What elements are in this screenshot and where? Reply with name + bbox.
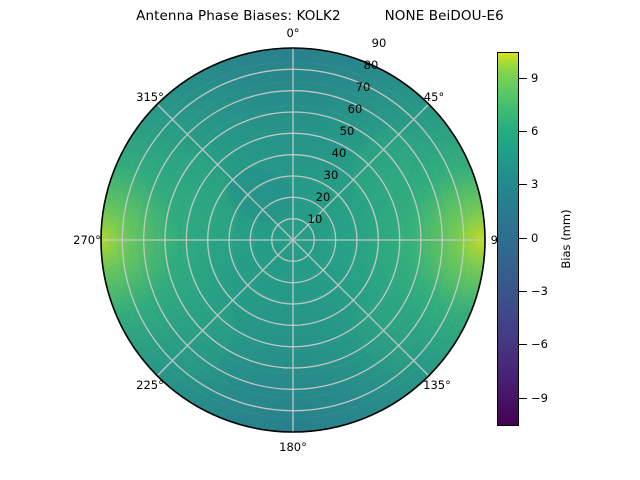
colorbar-tick-3 [519, 184, 527, 186]
radial-tick-10: 10 [307, 212, 323, 226]
colorbar-label-neg3: −3 [531, 284, 548, 298]
azimuth-tick-315: 315° [136, 90, 164, 104]
polar-outer-spine [100, 47, 486, 433]
azimuth-tick-135: 135° [423, 378, 451, 392]
radial-tick-80: 80 [363, 58, 379, 72]
colorbar-label-9: 9 [531, 70, 539, 85]
colorbar-tick-6 [519, 130, 527, 132]
radial-tick-40: 40 [331, 146, 347, 160]
colorbar-gradient [497, 52, 519, 426]
radial-tick-20: 20 [315, 190, 331, 204]
colorbar-tick-0 [519, 237, 527, 239]
colorbar-label-3: 3 [531, 177, 539, 192]
azimuth-tick-0: 0° [286, 26, 300, 40]
colorbar-tick-neg9 [519, 397, 527, 399]
colorbar-tick-neg3 [519, 291, 527, 292]
colorbar: 9 6 3 0 −3 −6 −9 [497, 52, 548, 426]
polar-grid [101, 48, 485, 432]
colorbar-label-neg6: −6 [531, 337, 548, 352]
azimuth-tick-225: 225° [136, 378, 164, 392]
azimuth-tick-45: 45° [423, 90, 445, 104]
radial-tick-70: 70 [355, 80, 371, 94]
azimuth-tick-270: 270° [73, 233, 101, 247]
colorbar-label-neg9: −9 [531, 390, 548, 405]
radial-tick-60: 60 [347, 102, 363, 116]
polar-heatmap [100, 47, 486, 433]
radial-tick-90: 90 [371, 36, 387, 50]
colorbar-tick-neg6 [519, 344, 527, 346]
radial-tick-30: 30 [323, 168, 339, 182]
page-title: Antenna Phase Biases: KOLK2 NONE BeiDOU-… [136, 8, 504, 24]
colorbar-tick-9 [519, 77, 527, 79]
polar-axes: 10 20 30 40 50 60 70 80 90 [100, 36, 486, 433]
colorbar-label-6: 6 [531, 123, 539, 138]
colorbar-label-0: 0 [531, 230, 539, 245]
azimuth-tick-180: 180° [279, 440, 307, 454]
colorbar-axis-label: Bias (mm) [559, 209, 573, 269]
radial-tick-50: 50 [339, 124, 355, 138]
